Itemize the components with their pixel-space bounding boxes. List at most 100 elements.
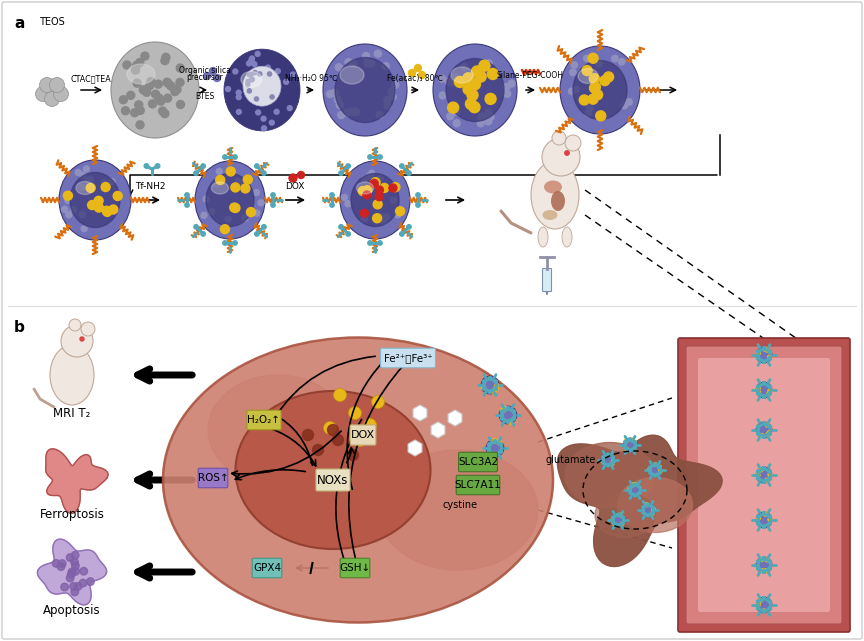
- Circle shape: [648, 468, 651, 471]
- Circle shape: [490, 453, 494, 456]
- Circle shape: [579, 95, 589, 105]
- Circle shape: [638, 486, 641, 488]
- Circle shape: [757, 607, 759, 610]
- Circle shape: [395, 212, 401, 218]
- Circle shape: [244, 175, 252, 184]
- Circle shape: [763, 360, 766, 363]
- Circle shape: [258, 200, 264, 206]
- Circle shape: [400, 164, 404, 168]
- Circle shape: [123, 61, 131, 69]
- Circle shape: [767, 431, 772, 435]
- Circle shape: [646, 514, 649, 517]
- Circle shape: [368, 241, 372, 246]
- Circle shape: [253, 190, 259, 196]
- Circle shape: [612, 461, 614, 464]
- Circle shape: [231, 203, 240, 212]
- Circle shape: [475, 71, 486, 82]
- Text: Apoptosis: Apoptosis: [43, 604, 101, 617]
- Circle shape: [454, 76, 466, 87]
- Circle shape: [634, 483, 638, 487]
- Circle shape: [103, 208, 111, 217]
- Circle shape: [130, 109, 138, 117]
- FancyBboxPatch shape: [247, 410, 281, 429]
- Circle shape: [348, 108, 355, 115]
- Ellipse shape: [163, 338, 553, 622]
- Polygon shape: [408, 440, 422, 456]
- Circle shape: [361, 216, 367, 222]
- FancyBboxPatch shape: [316, 469, 350, 491]
- Circle shape: [146, 81, 154, 90]
- Ellipse shape: [335, 58, 395, 122]
- Circle shape: [658, 465, 661, 469]
- Circle shape: [512, 410, 515, 413]
- Circle shape: [542, 138, 580, 176]
- Circle shape: [483, 387, 486, 390]
- Circle shape: [334, 388, 346, 401]
- Ellipse shape: [76, 181, 94, 194]
- Circle shape: [757, 425, 759, 428]
- Circle shape: [40, 78, 54, 92]
- Circle shape: [67, 570, 75, 578]
- Circle shape: [256, 110, 261, 115]
- FancyBboxPatch shape: [459, 453, 498, 472]
- Circle shape: [633, 447, 636, 449]
- Text: Ferroptosis: Ferroptosis: [40, 508, 105, 521]
- Circle shape: [626, 99, 632, 105]
- Ellipse shape: [340, 161, 410, 239]
- Circle shape: [629, 486, 632, 489]
- Circle shape: [375, 193, 383, 201]
- Circle shape: [348, 406, 361, 419]
- Circle shape: [201, 212, 207, 219]
- Circle shape: [372, 395, 384, 408]
- Circle shape: [483, 380, 486, 383]
- Ellipse shape: [70, 172, 120, 228]
- Circle shape: [768, 431, 772, 435]
- Circle shape: [552, 131, 566, 145]
- Circle shape: [616, 524, 619, 527]
- Circle shape: [384, 213, 390, 220]
- Circle shape: [101, 183, 110, 192]
- Circle shape: [378, 176, 384, 181]
- Circle shape: [72, 567, 79, 575]
- Circle shape: [501, 410, 504, 413]
- Circle shape: [757, 431, 759, 435]
- Circle shape: [625, 447, 628, 451]
- Circle shape: [633, 494, 636, 497]
- Circle shape: [762, 395, 766, 398]
- Circle shape: [226, 216, 232, 222]
- Circle shape: [767, 355, 772, 359]
- Circle shape: [250, 77, 254, 81]
- Circle shape: [756, 473, 760, 477]
- Circle shape: [488, 377, 492, 380]
- Circle shape: [756, 516, 760, 520]
- Circle shape: [447, 113, 454, 120]
- Circle shape: [345, 201, 351, 207]
- Circle shape: [252, 62, 257, 67]
- Polygon shape: [413, 405, 427, 421]
- Circle shape: [479, 60, 490, 71]
- Circle shape: [651, 506, 654, 509]
- Circle shape: [75, 169, 81, 176]
- Text: GSH↓: GSH↓: [340, 563, 371, 573]
- Circle shape: [629, 492, 632, 494]
- Circle shape: [501, 408, 505, 412]
- Circle shape: [492, 439, 497, 443]
- Circle shape: [384, 96, 391, 103]
- Circle shape: [162, 53, 170, 62]
- Text: a: a: [14, 16, 24, 31]
- Circle shape: [487, 113, 494, 121]
- Circle shape: [596, 111, 606, 121]
- Circle shape: [72, 562, 79, 570]
- Circle shape: [135, 101, 143, 109]
- Circle shape: [364, 60, 371, 67]
- Circle shape: [255, 164, 259, 168]
- Circle shape: [302, 429, 314, 440]
- Ellipse shape: [340, 66, 364, 84]
- Circle shape: [499, 443, 502, 446]
- Circle shape: [762, 597, 766, 600]
- Circle shape: [512, 417, 516, 420]
- Circle shape: [638, 491, 641, 494]
- Circle shape: [612, 522, 614, 524]
- Circle shape: [374, 50, 381, 57]
- Circle shape: [493, 388, 498, 392]
